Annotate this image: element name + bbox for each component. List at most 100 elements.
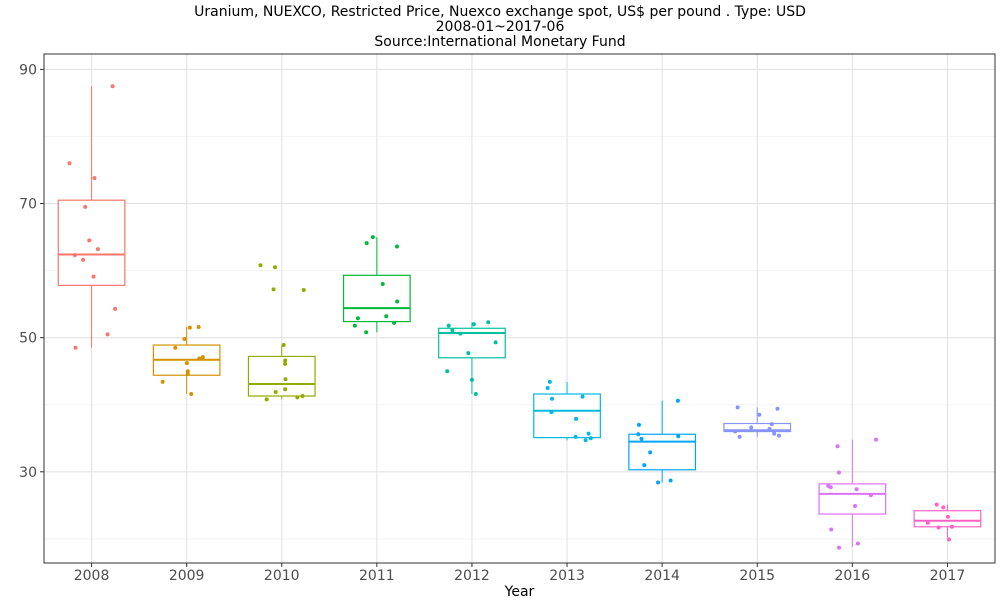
data-point: [160, 379, 165, 384]
data-point: [776, 433, 781, 438]
data-point: [384, 314, 389, 319]
data-point: [301, 288, 306, 293]
data-point: [300, 394, 305, 399]
data-point: [873, 437, 878, 442]
data-point: [775, 406, 780, 411]
x-tick-label: 2016: [835, 568, 871, 584]
box: [342, 274, 411, 323]
data-point: [934, 502, 939, 507]
data-point: [466, 351, 471, 356]
data-point: [196, 324, 201, 329]
data-point: [83, 204, 88, 209]
data-point: [737, 434, 742, 439]
data-point: [189, 392, 194, 397]
data-point: [283, 361, 288, 366]
data-point: [772, 431, 777, 436]
data-point: [446, 323, 451, 328]
data-point: [364, 330, 369, 335]
box-group-2010: [247, 263, 316, 402]
data-point: [92, 176, 97, 181]
box-group-2014: [628, 398, 697, 485]
data-point: [283, 358, 288, 363]
box: [533, 393, 601, 439]
data-point: [395, 299, 400, 304]
data-point: [642, 463, 647, 468]
data-point: [828, 485, 833, 490]
data-point: [258, 263, 263, 268]
data-point: [636, 422, 641, 427]
data-point: [547, 379, 552, 384]
data-point: [950, 524, 955, 529]
box-group-2013: [533, 379, 601, 443]
data-point: [197, 356, 202, 361]
data-point: [735, 405, 740, 410]
data-point: [105, 332, 110, 337]
data-point: [493, 340, 498, 345]
chart-title-line-2: 2008-01~2017-06: [435, 19, 565, 35]
box-group-2012: [438, 320, 506, 397]
box-group-2011: [342, 235, 411, 335]
plot-panel: [44, 54, 995, 563]
data-point: [583, 438, 588, 443]
data-point: [364, 241, 369, 246]
data-point: [445, 369, 450, 374]
data-point: [95, 247, 100, 252]
data-point: [835, 444, 840, 449]
data-point: [272, 265, 277, 270]
data-point: [283, 377, 288, 382]
data-point: [829, 527, 834, 532]
y-tick-label: 50: [19, 331, 37, 347]
data-point: [836, 470, 841, 475]
data-point: [110, 84, 115, 89]
y-tick-label: 70: [19, 197, 37, 213]
data-point: [868, 493, 873, 498]
data-point: [936, 525, 941, 530]
data-point: [173, 345, 178, 350]
data-point: [486, 320, 491, 325]
data-point: [113, 306, 118, 311]
data-point: [73, 345, 78, 350]
data-point: [91, 274, 96, 279]
data-point: [648, 450, 653, 455]
data-point: [352, 323, 357, 328]
x-tick-label: 2015: [739, 568, 775, 584]
data-point: [87, 238, 92, 243]
x-tick-label: 2012: [454, 568, 490, 584]
data-point: [854, 487, 859, 492]
x-axis-title: Year: [504, 584, 535, 600]
data-point: [182, 337, 187, 342]
data-point: [545, 385, 550, 390]
data-point: [273, 389, 278, 394]
box-group-2008: [57, 84, 126, 350]
data-point: [837, 545, 842, 550]
box: [723, 422, 792, 433]
data-point: [925, 520, 930, 525]
x-tick-label: 2009: [169, 568, 205, 584]
x-tick-label: 2013: [549, 568, 585, 584]
box-group-2015: [723, 405, 792, 439]
data-point: [588, 436, 593, 441]
data-point: [586, 431, 591, 436]
box-group-2017: [913, 502, 982, 542]
data-point: [549, 410, 554, 415]
data-point: [370, 235, 375, 240]
data-point: [392, 320, 397, 325]
data-point: [656, 480, 661, 485]
box: [913, 510, 982, 528]
data-point: [668, 478, 673, 483]
data-point: [749, 425, 754, 430]
data-point: [676, 434, 681, 439]
data-point: [855, 541, 860, 546]
x-tick-label: 2010: [264, 568, 300, 584]
data-point: [574, 416, 579, 421]
box: [628, 433, 697, 471]
y-tick-label: 90: [19, 62, 37, 78]
data-point: [473, 392, 478, 397]
data-point: [733, 429, 738, 434]
data-point: [81, 257, 86, 262]
box: [818, 483, 887, 515]
data-point: [471, 322, 476, 327]
data-point: [639, 436, 644, 441]
box-group-2016: [818, 437, 887, 550]
